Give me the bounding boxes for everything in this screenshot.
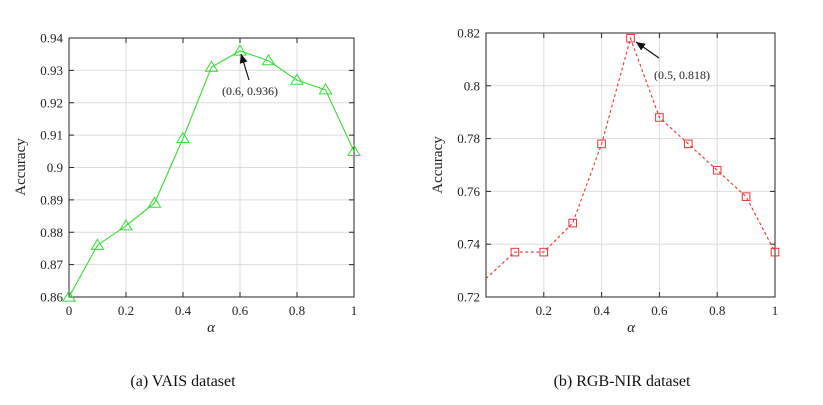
- series-line: [68, 50, 355, 298]
- data-point: [684, 139, 693, 149]
- plot-frame: [485, 32, 776, 298]
- x-tick-label: 0.4: [593, 303, 610, 318]
- figure-caption: (a) VAIS dataset: [130, 373, 236, 390]
- data-point: [62, 290, 76, 302]
- x-tick-label: 0.2: [536, 303, 552, 318]
- x-tick-label: 0.8: [709, 303, 725, 318]
- y-tick-label: 0.9: [47, 160, 63, 175]
- annotation-arrow-head: [239, 54, 248, 64]
- data-point: [741, 192, 751, 201]
- data-point: [204, 60, 219, 72]
- y-tick-label: 0.93: [40, 63, 63, 78]
- y-tick-label: 0.76: [457, 184, 480, 199]
- data-point: [539, 247, 549, 257]
- x-tick-label: 0.4: [175, 303, 192, 318]
- x-tick-label: 0: [66, 303, 73, 318]
- x-tick-label: 1: [772, 303, 779, 318]
- y-tick-label: 0.92: [40, 95, 63, 110]
- data-point: [290, 73, 304, 85]
- chart-rgb-nir: 0.2 0.4 0.6 0.8 1 0.72 0.74 0.76 0.78 0.8 0.82 α Acc…: [430, 26, 780, 390]
- data-point: [568, 218, 578, 228]
- chart-vais: 0 0.2 0.4 0.6 0.8 1 0.86 0.87 0.88 0.89 0.9 0.91 0.9…: [13, 31, 361, 390]
- y-tick-label: 0.72: [457, 290, 480, 305]
- data-point: [318, 83, 333, 95]
- annotation-label: (0.5, 0.818): [654, 68, 710, 82]
- y-tick-label: 0.91: [40, 128, 63, 143]
- data-point: [233, 44, 247, 56]
- data-point: [90, 238, 105, 250]
- x-axis-label: α: [207, 320, 216, 336]
- x-axis-label: α: [627, 320, 636, 336]
- y-tick-label: 0.86: [40, 290, 63, 305]
- data-point: [119, 219, 133, 231]
- data-point: [770, 247, 780, 257]
- data-point: [712, 165, 722, 175]
- figure-caption: (b) RGB-NIR dataset: [554, 373, 691, 390]
- data-point: [347, 144, 361, 156]
- y-tick-label: 0.89: [40, 192, 63, 207]
- data-point: [147, 196, 162, 208]
- annotation-arrow-head: [636, 42, 646, 51]
- y-axis-label: Accuracy: [430, 136, 446, 194]
- data-point: [655, 113, 664, 122]
- y-tick-label: 0.8: [464, 78, 480, 93]
- x-tick-label: 0.8: [289, 303, 305, 318]
- x-tick-label: 0.6: [232, 303, 249, 318]
- series-line: [485, 36, 776, 279]
- data-point: [626, 33, 635, 43]
- data-point: [597, 139, 606, 149]
- x-tick-label: 0.6: [651, 303, 668, 318]
- x-tick-label: 0.2: [118, 303, 134, 318]
- y-tick-label: 0.78: [457, 131, 480, 146]
- y-axis-label: Accuracy: [13, 138, 29, 196]
- data-point: [261, 53, 276, 66]
- y-tick-label: 0.88: [40, 225, 63, 240]
- y-tick-label: 0.74: [457, 237, 480, 252]
- data-point: [510, 247, 520, 257]
- data-point: [176, 131, 190, 143]
- y-tick-label: 0.87: [40, 257, 63, 272]
- y-tick-label: 0.82: [457, 26, 480, 41]
- annotation-label: (0.6, 0.936): [222, 84, 278, 98]
- x-tick-label: 1: [351, 303, 358, 318]
- y-tick-label: 0.94: [40, 31, 63, 46]
